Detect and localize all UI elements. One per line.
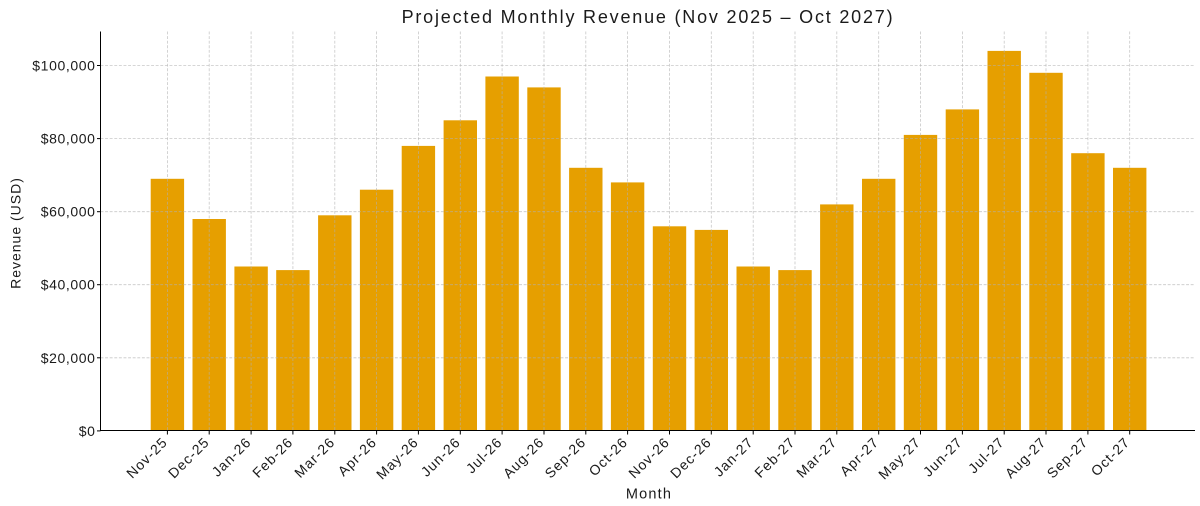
svg-text:$0: $0 <box>79 423 96 439</box>
svg-text:$20,000: $20,000 <box>41 350 96 366</box>
svg-text:Projected Monthly Revenue (Nov: Projected Monthly Revenue (Nov 2025 – Oc… <box>402 7 895 27</box>
svg-text:$40,000: $40,000 <box>41 277 96 293</box>
svg-text:$100,000: $100,000 <box>32 58 95 74</box>
svg-text:Month: Month <box>626 487 672 503</box>
svg-text:$60,000: $60,000 <box>41 204 96 220</box>
svg-text:$80,000: $80,000 <box>41 131 96 147</box>
svg-text:Revenue (USD): Revenue (USD) <box>8 177 24 289</box>
